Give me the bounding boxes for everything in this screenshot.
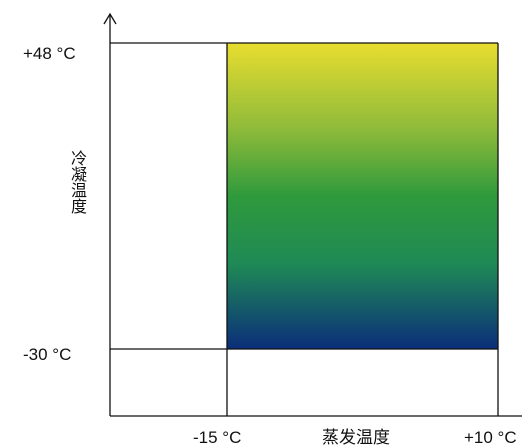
x-axis-label: 蒸发温度 <box>322 428 390 447</box>
y-axis-arrow-icon <box>103 12 117 25</box>
x-tick-min: -15 °C <box>193 428 241 447</box>
y-axis-label: 冷凝温度 <box>68 150 87 214</box>
operating-envelope-area <box>227 43 498 349</box>
x-tick-max: +10 °C <box>464 428 517 447</box>
y-tick-max: +48 °C <box>23 44 76 63</box>
y-tick-min: -30 °C <box>23 345 71 364</box>
